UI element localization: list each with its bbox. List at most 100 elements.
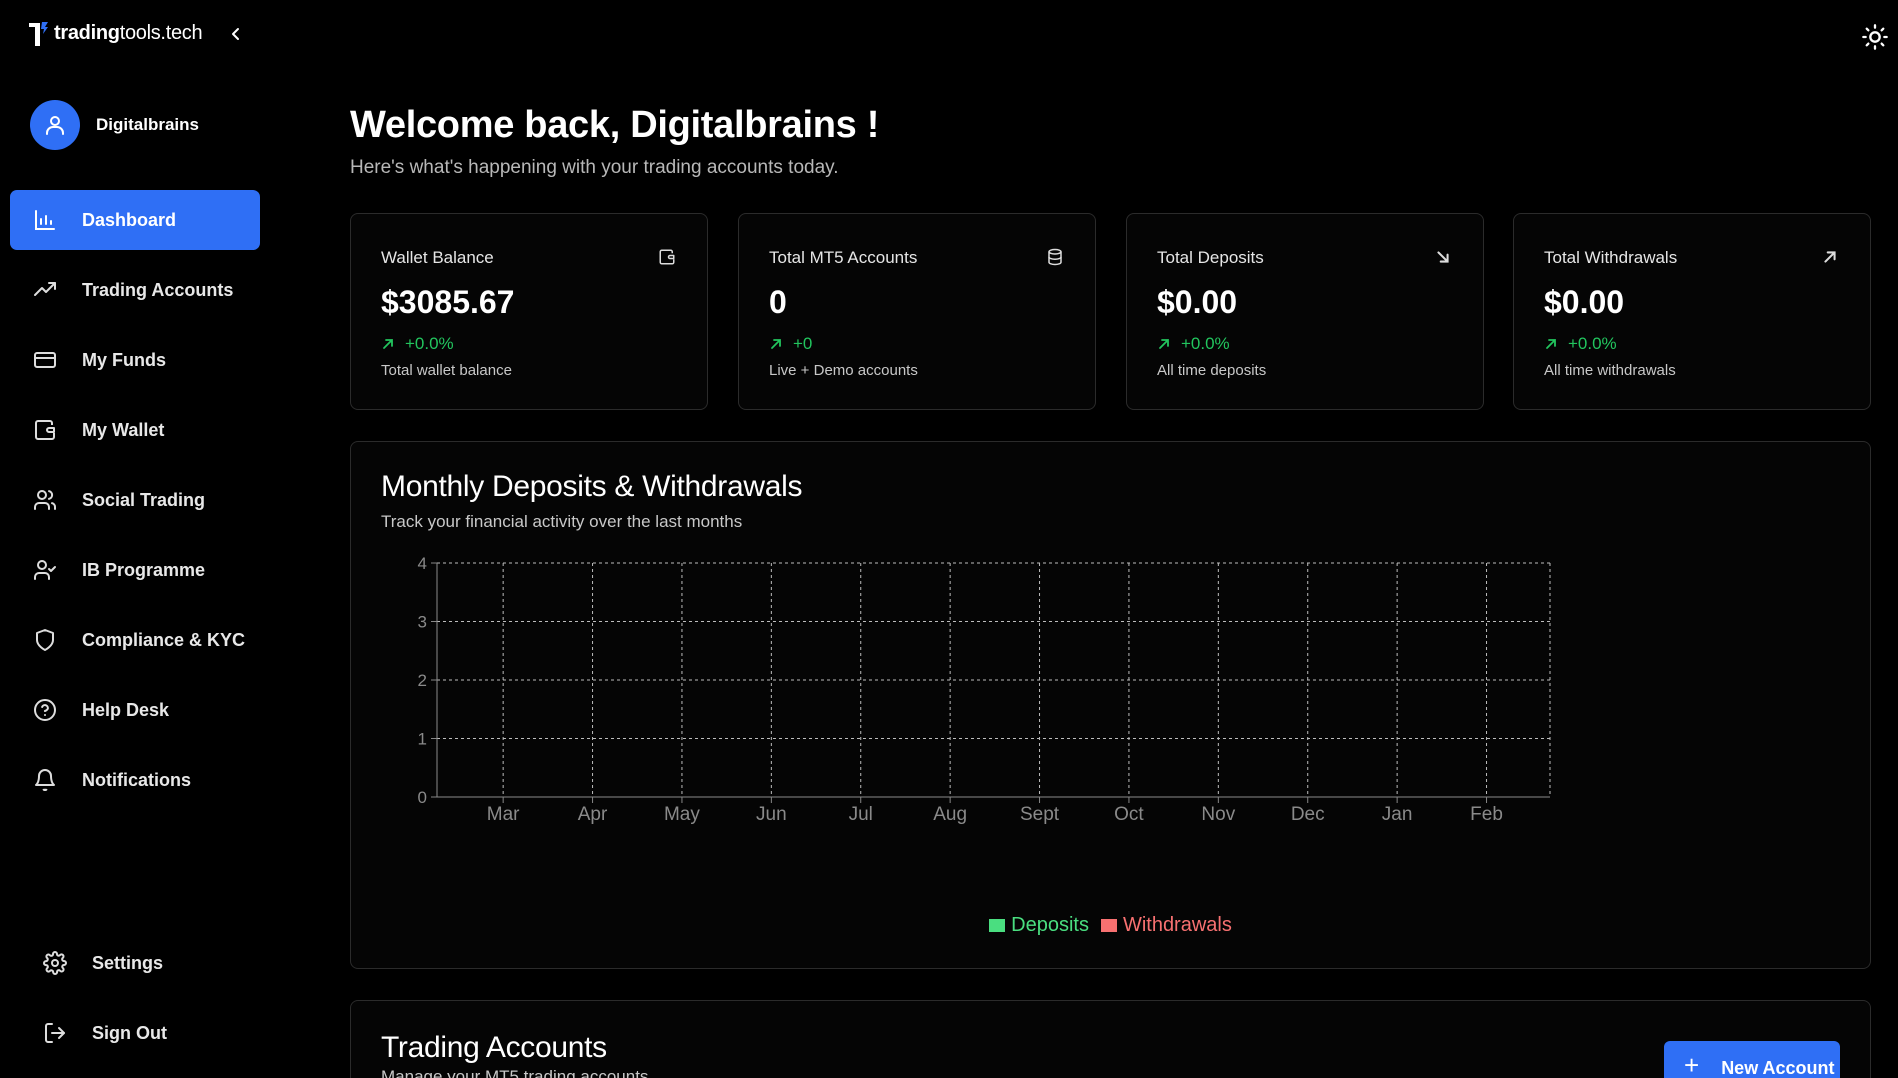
x-tick-label: Jul xyxy=(849,804,873,825)
x-tick-label: Apr xyxy=(578,804,608,825)
user-profile[interactable]: Digitalbrains xyxy=(30,100,199,150)
stat-note: All time withdrawals xyxy=(1544,362,1676,379)
arrow-down-right-icon xyxy=(1433,247,1453,267)
x-tick-label: Sept xyxy=(1020,804,1060,825)
collapse-sidebar-button[interactable] xyxy=(226,22,246,46)
stat-value: $0.00 xyxy=(1544,284,1625,320)
sidebar-item-ib-programme[interactable]: IB Programme xyxy=(10,540,260,600)
legend-label: Withdrawals xyxy=(1122,914,1232,936)
sidebar-item-help-desk[interactable]: Help Desk xyxy=(10,680,260,740)
section-title: Trading Accounts xyxy=(381,1031,607,1064)
sidebar-item-my-funds[interactable]: My Funds xyxy=(10,330,260,390)
trending-up-icon xyxy=(32,277,58,303)
new-account-button[interactable]: + New Account xyxy=(1664,1041,1840,1078)
page-subtitle: Here's what's happening with your tradin… xyxy=(350,157,839,178)
x-tick-label: Oct xyxy=(1114,804,1144,825)
help-circle-icon xyxy=(32,697,58,723)
sidebar-item-label: IB Programme xyxy=(82,559,206,580)
new-account-label: New Account xyxy=(1721,1057,1835,1078)
brand-logo[interactable]: tradingtools.tech xyxy=(28,20,203,46)
stat-title: Total Deposits xyxy=(1157,248,1264,267)
trading-accounts-card: Trading Accounts Manage your MT5 trading… xyxy=(350,1000,1871,1078)
sidebar-item-compliance-kyc[interactable]: Compliance & KYC xyxy=(10,610,260,670)
sidebar-item-social-trading[interactable]: Social Trading xyxy=(10,470,260,530)
database-icon xyxy=(1045,247,1065,267)
x-tick-label: May xyxy=(664,804,700,825)
bell-icon xyxy=(32,767,58,793)
stat-change: +0.0% xyxy=(1544,334,1617,354)
sidebar: tradingtools.tech Digitalbrains Dashboar… xyxy=(0,0,275,1078)
sidebar-bottom-nav: Settings Sign Out xyxy=(10,933,260,1073)
legend-item-withdrawals[interactable]: Withdrawals xyxy=(1100,914,1232,937)
theme-toggle-button[interactable] xyxy=(1860,22,1890,52)
logo-mark-icon xyxy=(28,20,50,46)
sidebar-item-dashboard[interactable]: Dashboard xyxy=(10,190,260,250)
sign-out-icon xyxy=(42,1020,68,1046)
stat-note: Live + Demo accounts xyxy=(769,362,918,379)
y-tick-label: 4 xyxy=(418,554,427,573)
legend-label: Deposits xyxy=(1011,914,1089,936)
stat-change: +0.0% xyxy=(381,334,454,354)
arrow-up-right-icon xyxy=(1157,337,1171,351)
x-tick-label: Jun xyxy=(756,804,787,825)
arrow-up-right-icon xyxy=(1820,247,1840,267)
x-tick-label: Feb xyxy=(1470,804,1503,825)
sidebar-item-notifications[interactable]: Notifications xyxy=(10,750,260,810)
credit-card-icon xyxy=(32,347,58,373)
sidebar-item-trading-accounts[interactable]: Trading Accounts xyxy=(10,260,260,320)
stat-card-wallet-balance: Wallet Balance $3085.67 +0.0% Total wall… xyxy=(350,213,708,410)
user-icon xyxy=(46,116,64,135)
sidebar-item-label: Trading Accounts xyxy=(82,279,234,300)
arrow-up-right-icon xyxy=(769,337,783,351)
y-tick-label: 3 xyxy=(418,613,427,632)
sidebar-item-label: Sign Out xyxy=(92,1022,167,1043)
sidebar-item-label: Help Desk xyxy=(82,699,170,720)
avatar xyxy=(30,100,80,150)
sidebar-item-label: Social Trading xyxy=(82,489,206,510)
plus-icon: + xyxy=(1684,1050,1700,1078)
x-tick-label: Nov xyxy=(1201,804,1235,825)
stat-change: +0 xyxy=(769,334,812,354)
chevron-left-icon xyxy=(232,28,239,40)
brand-name: tradingtools.tech xyxy=(54,21,203,44)
sidebar-item-label: Dashboard xyxy=(82,209,177,230)
wallet-icon xyxy=(32,417,58,443)
stat-card-total-mt5-accounts: Total MT5 Accounts 0 +0 Live + Demo acco… xyxy=(738,213,1096,410)
stat-value: $3085.67 xyxy=(381,284,515,320)
stat-note: All time deposits xyxy=(1157,362,1267,379)
x-tick-label: Mar xyxy=(487,804,520,825)
wallet-icon xyxy=(657,247,677,267)
sidebar-item-label: Notifications xyxy=(82,769,192,790)
stat-title: Total MT5 Accounts xyxy=(769,248,918,267)
stat-title: Total Withdrawals xyxy=(1544,248,1678,267)
stat-change: +0.0% xyxy=(1157,334,1230,354)
users-icon xyxy=(32,487,58,513)
legend-swatch xyxy=(1100,919,1117,932)
sidebar-item-my-wallet[interactable]: My Wallet xyxy=(10,400,260,460)
chart-plot: 0 1 2 3 4 Mar Apr May Jun Jul Aug Sept Oct Nov Dec Jan F… xyxy=(418,554,1551,825)
sidebar-item-sign-out[interactable]: Sign Out xyxy=(10,1003,260,1063)
x-tick-label: Dec xyxy=(1291,804,1325,825)
sidebar-item-label: Compliance & KYC xyxy=(82,629,246,650)
sidebar-nav: Dashboard Trading Accounts My Funds My W… xyxy=(10,190,260,820)
chart-subtitle: Track your financial activity over the l… xyxy=(381,512,743,531)
bar-chart-icon xyxy=(32,207,58,233)
gear-icon xyxy=(42,950,68,976)
stat-note: Total wallet balance xyxy=(381,362,512,379)
section-subtitle: Manage your MT5 trading accounts xyxy=(381,1067,649,1078)
chart-title: Monthly Deposits & Withdrawals xyxy=(381,470,803,503)
sidebar-item-label: Settings xyxy=(92,952,164,973)
y-tick-label: 0 xyxy=(418,788,427,807)
arrow-up-right-icon xyxy=(381,337,395,351)
legend-item-deposits[interactable]: Deposits xyxy=(989,914,1089,937)
stat-card-total-withdrawals: Total Withdrawals $0.00 +0.0% All time w… xyxy=(1513,213,1871,410)
sidebar-item-settings[interactable]: Settings xyxy=(10,933,260,993)
arrow-up-right-icon xyxy=(1544,337,1558,351)
y-tick-label: 2 xyxy=(418,671,427,690)
user-name: Digitalbrains xyxy=(96,115,199,134)
legend-swatch xyxy=(989,919,1006,932)
user-check-icon xyxy=(32,557,58,583)
monthly-chart-card: Monthly Deposits & Withdrawals Track you… xyxy=(350,441,1871,969)
x-tick-label: Aug xyxy=(933,804,967,825)
stat-value: 0 xyxy=(769,284,787,320)
